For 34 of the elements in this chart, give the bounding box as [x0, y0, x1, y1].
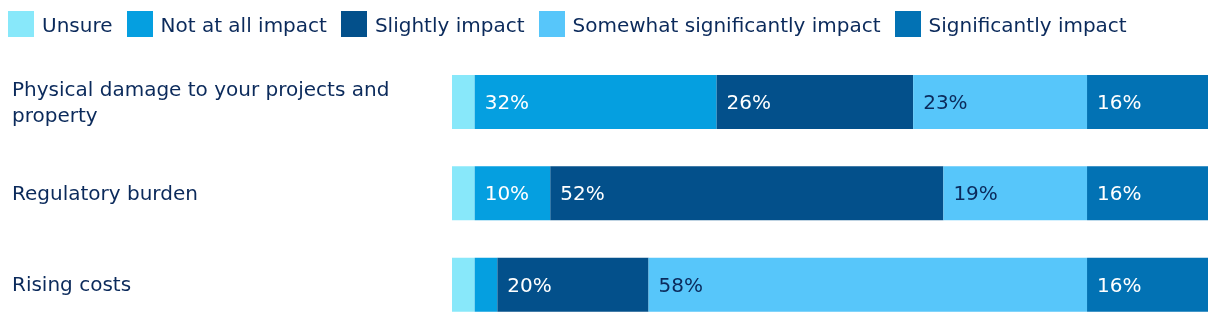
legend-label: Not at all impact: [159, 13, 327, 37]
legend-label: Unsure: [41, 13, 113, 37]
legend-label: Significantly impact: [927, 13, 1127, 37]
data-label: 16%: [1097, 181, 1142, 206]
bar: [943, 166, 1088, 221]
bar: [474, 257, 498, 312]
bar: [497, 257, 649, 312]
data-label: 58%: [658, 272, 704, 297]
data-label: 20%: [507, 272, 552, 297]
legend-label: Somewhat significantly impact: [571, 13, 881, 37]
bar: [716, 75, 914, 129]
data-label: 16%: [1097, 90, 1142, 114]
data-label: 26%: [726, 90, 772, 114]
bar: [1087, 75, 1208, 129]
legend-label: Slightly impact: [373, 13, 525, 37]
data-label: 19%: [953, 181, 998, 206]
data-label: 16%: [1097, 272, 1142, 297]
bar: [474, 75, 717, 129]
data-label: 23%: [923, 90, 968, 114]
bar: [474, 166, 551, 221]
y-tick-label: Physical damage to your projects and property: [12, 76, 390, 127]
bar: [452, 166, 475, 221]
data-label: 52%: [560, 181, 605, 206]
y-tick-label: Regulatory burden: [12, 181, 198, 205]
y-tick-label: Rising costs: [12, 272, 132, 297]
bar: [913, 75, 1088, 129]
bar: [1087, 166, 1208, 221]
bar: [452, 75, 475, 129]
bar: [648, 257, 1088, 312]
bar: [452, 257, 475, 312]
data-label: 32%: [484, 90, 530, 114]
data-label: 10%: [484, 181, 530, 206]
bar: [550, 166, 944, 221]
bar: [1087, 257, 1208, 312]
